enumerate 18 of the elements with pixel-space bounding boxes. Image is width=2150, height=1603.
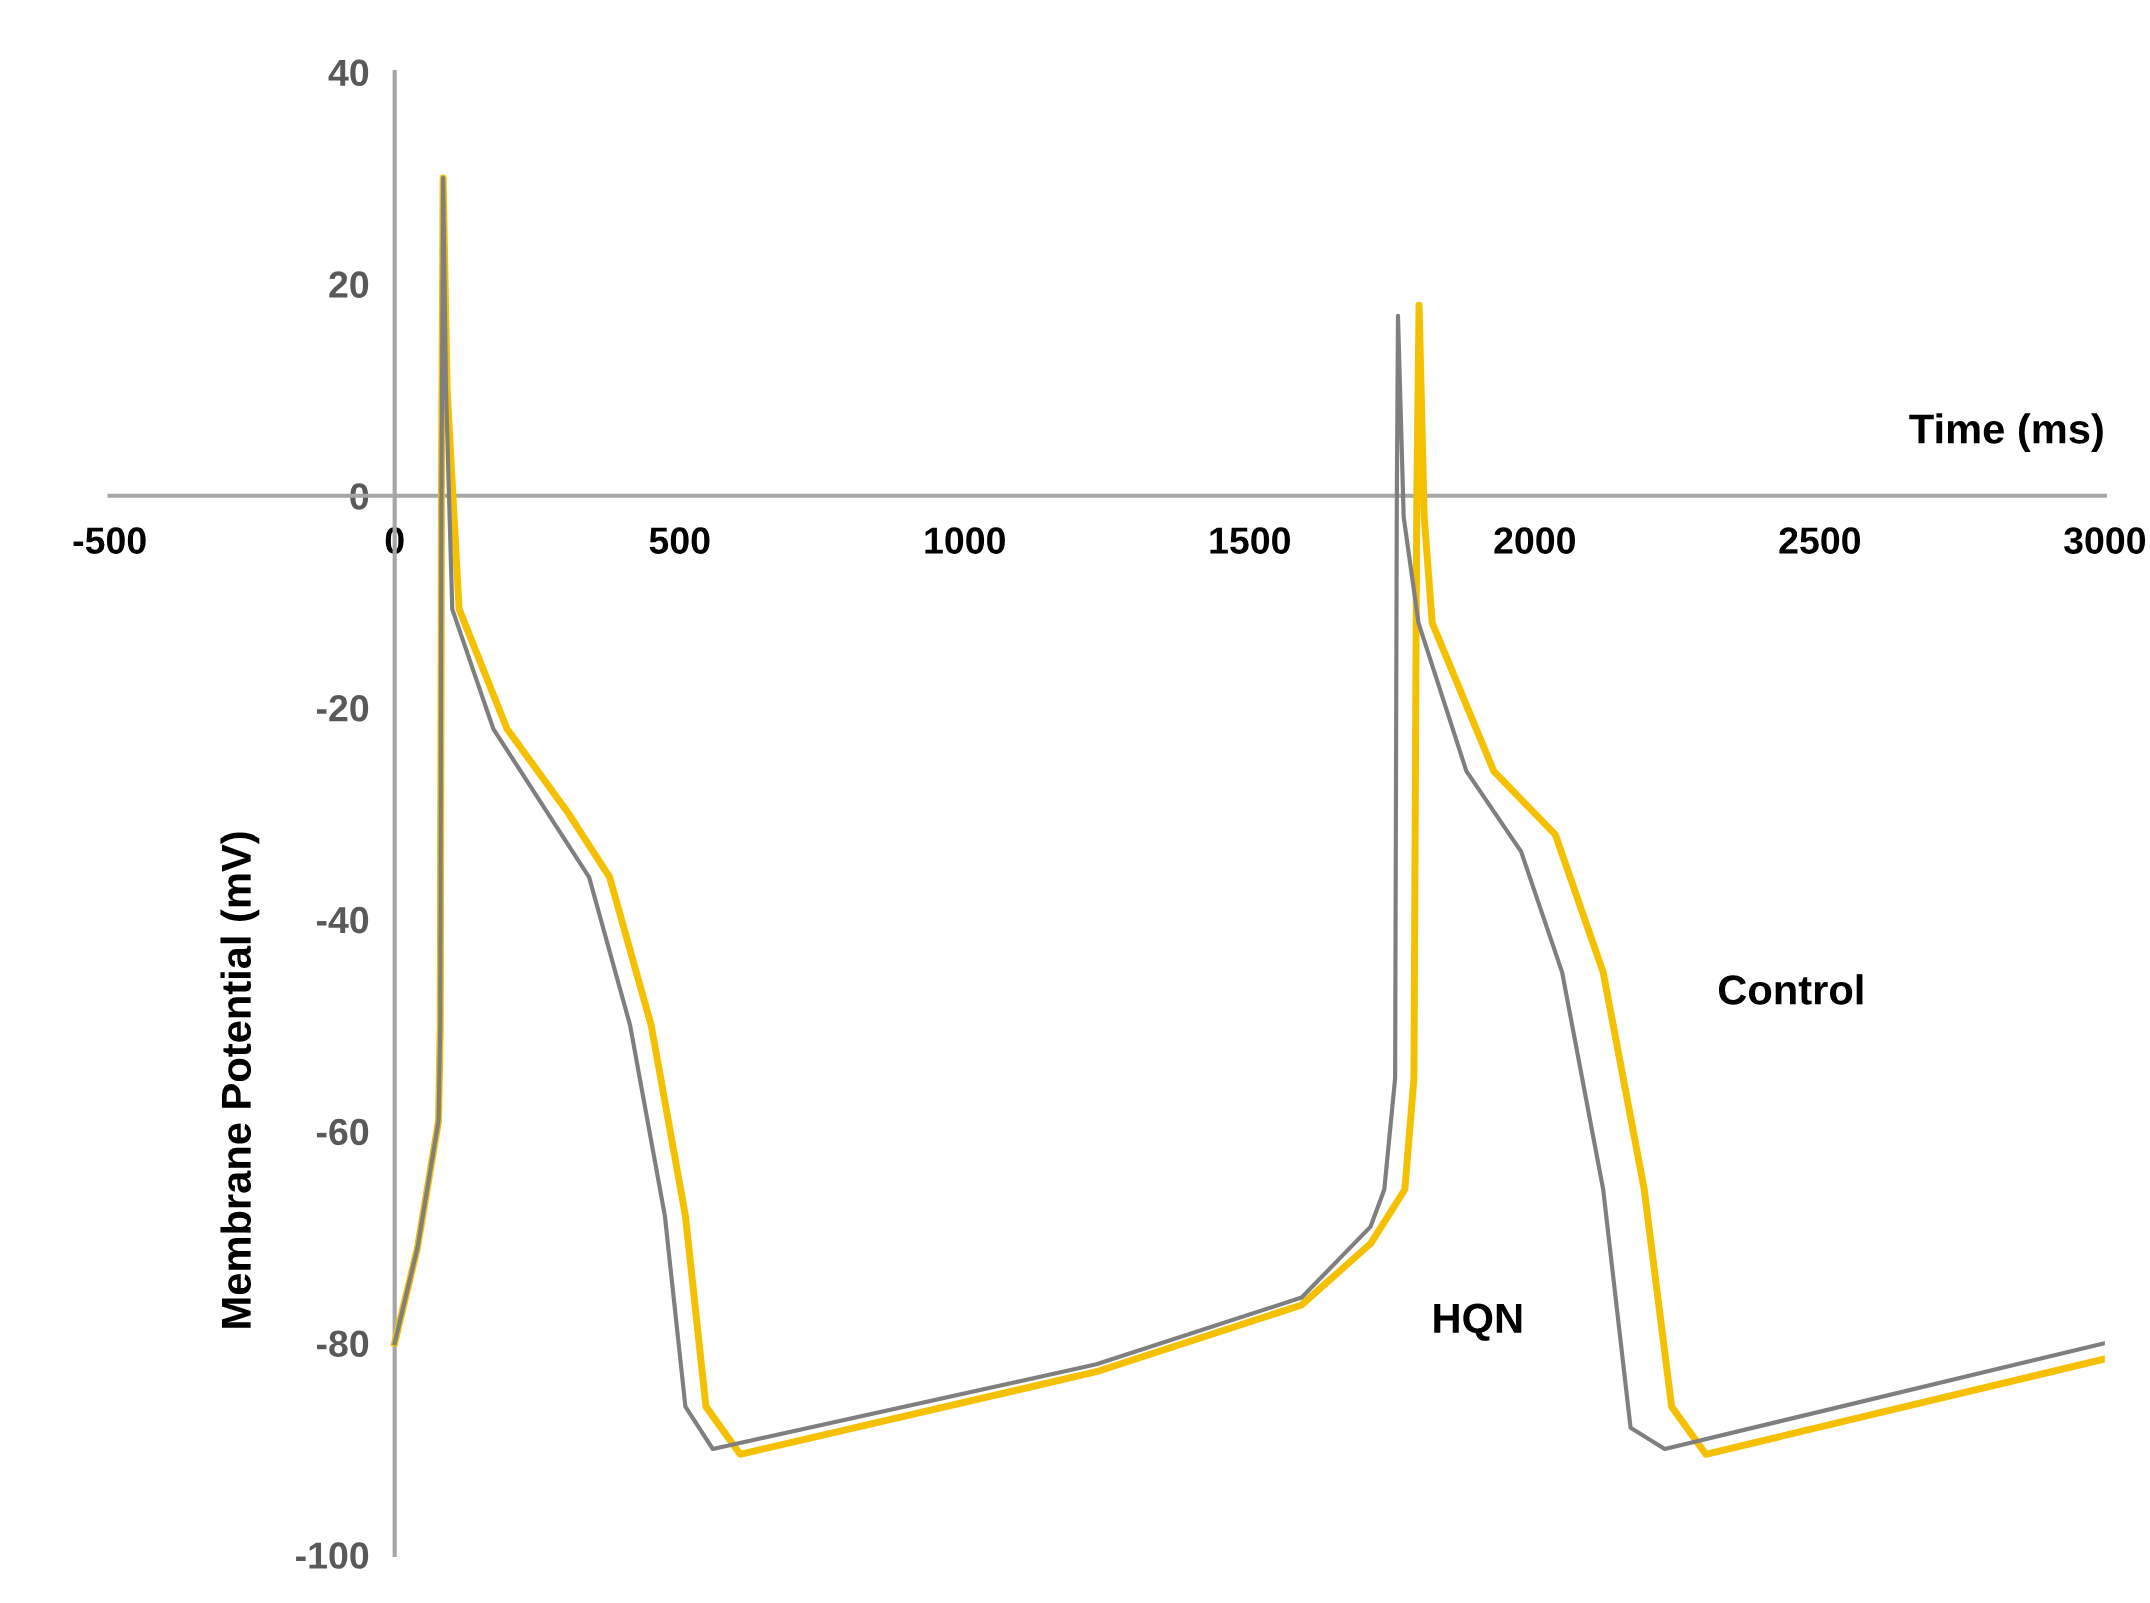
y-tick-label: 20 xyxy=(329,271,369,298)
x-tick-label: 3000 xyxy=(2064,527,2146,554)
x-tick-label: 1500 xyxy=(1210,527,1290,554)
y-tick-label: 40 xyxy=(328,59,369,87)
y-tick-label: -40 xyxy=(316,906,369,934)
y-tick-label: -100 xyxy=(296,1542,369,1569)
text: HQN xyxy=(1434,1303,1522,1341)
y-tick-label: -80 xyxy=(316,1330,369,1358)
y-axis-title: Membrane Potential (mV) xyxy=(220,832,260,1328)
x-tick-label: 2000 xyxy=(1494,527,1575,554)
x-axis-title: Time (ms) xyxy=(1909,413,2103,453)
y-tick-label: -20 xyxy=(316,695,369,722)
y-tick-label: -60 xyxy=(316,1118,369,1146)
x-tick-label: 2500 xyxy=(1779,527,1860,554)
x-tick-label: 500 xyxy=(649,527,710,554)
x-tick-label: 1000 xyxy=(925,527,1005,554)
text: Control xyxy=(1718,974,1863,1005)
x-tick-label: -500 xyxy=(73,527,146,554)
